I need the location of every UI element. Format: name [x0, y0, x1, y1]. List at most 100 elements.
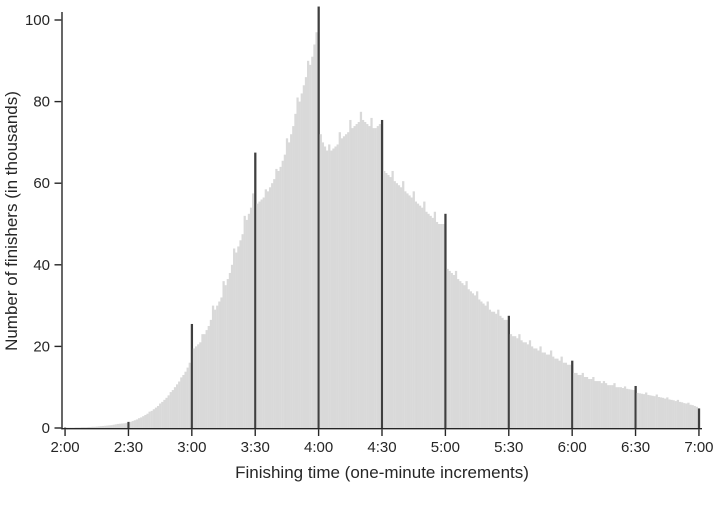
- histogram-bar: [115, 424, 117, 428]
- histogram-bar: [573, 373, 575, 428]
- histogram-bar: [189, 363, 191, 428]
- histogram-bar: [178, 381, 180, 428]
- histogram-bar: [643, 394, 645, 428]
- histogram-bar: [149, 412, 151, 428]
- histogram-bar: [620, 387, 622, 428]
- x-tick-label: 5:30: [494, 439, 523, 456]
- histogram-bar: [451, 273, 453, 428]
- histogram-bar: [136, 419, 138, 428]
- histogram-bar: [427, 214, 429, 428]
- histogram-bar: [666, 397, 668, 428]
- histogram-bar: [465, 281, 467, 428]
- histogram-bar: [618, 387, 620, 428]
- histogram-bar: [609, 385, 611, 428]
- histogram-bar: [670, 400, 672, 428]
- histogram-bar: [413, 191, 415, 428]
- y-tick-label: 80: [33, 94, 50, 111]
- histogram-bar: [227, 279, 229, 428]
- histogram-bar: [586, 377, 588, 428]
- histogram-bar: [326, 151, 328, 428]
- histogram-bar: [216, 306, 218, 428]
- histogram-bar: [94, 427, 96, 428]
- histogram-bar: [339, 132, 341, 428]
- histogram-bar: [108, 425, 110, 428]
- histogram-bar: [592, 377, 594, 428]
- histogram-bar: [138, 418, 140, 428]
- histogram-bar: [461, 283, 463, 428]
- histogram-bar: [389, 177, 391, 428]
- histogram-bar: [121, 424, 123, 428]
- histogram-bar: [163, 400, 165, 428]
- histogram-bar: [599, 381, 601, 428]
- histogram-bar: [212, 306, 214, 428]
- histogram-bar: [512, 336, 514, 428]
- histogram-bar: [168, 395, 170, 428]
- histogram-bar: [590, 379, 592, 428]
- histogram-bar: [484, 306, 486, 428]
- x-tick-label: 3:00: [177, 439, 206, 456]
- histogram-bar: [577, 375, 579, 428]
- histogram-bar: [96, 427, 98, 428]
- histogram-bar: [252, 193, 254, 428]
- y-tick-label: 100: [25, 12, 50, 29]
- histogram-bar: [394, 181, 396, 428]
- histogram-bar: [626, 389, 628, 428]
- histogram-bar: [463, 285, 465, 428]
- histogram-bar: [313, 44, 315, 428]
- histogram-bar: [679, 402, 681, 428]
- histogram-bar: [398, 185, 400, 428]
- histogram-bar: [250, 208, 252, 428]
- histogram-bar: [218, 302, 220, 428]
- histogram-bar: [607, 385, 609, 428]
- histogram-bar: [102, 426, 104, 428]
- histogram-bar: [87, 427, 89, 428]
- histogram-bar: [172, 390, 174, 428]
- histogram-bar: [582, 373, 584, 428]
- histogram-bar: [294, 114, 296, 428]
- histogram-bar-round-number-spike: [635, 386, 637, 428]
- histogram-bar: [368, 126, 370, 428]
- x-tick-label: 6:30: [621, 439, 650, 456]
- histogram-bar: [535, 348, 537, 428]
- histogram-bar: [201, 334, 203, 428]
- histogram-bar: [468, 289, 470, 428]
- histogram-bar: [79, 427, 81, 428]
- histogram-bar: [628, 389, 630, 428]
- histogram-bar: [440, 224, 442, 428]
- histogram-bar: [170, 392, 172, 428]
- histogram-bar: [580, 375, 582, 428]
- x-tick-label: 6:00: [558, 439, 587, 456]
- histogram-bar: [210, 320, 212, 428]
- histogram-bar: [305, 77, 307, 428]
- histogram-bar: [645, 393, 647, 429]
- histogram-bar: [692, 405, 694, 428]
- histogram-bar: [366, 124, 368, 428]
- histogram-bar: [539, 346, 541, 428]
- x-tick-label: 2:30: [114, 439, 143, 456]
- histogram-bar: [337, 144, 339, 428]
- histogram-bar: [311, 57, 313, 428]
- histogram-bar: [140, 417, 142, 428]
- histogram-bar: [491, 312, 493, 428]
- histogram-bar: [290, 134, 292, 428]
- histogram-bar: [197, 344, 199, 428]
- histogram-bar: [157, 406, 159, 428]
- histogram-bar: [425, 212, 427, 428]
- histogram-bar: [214, 310, 216, 428]
- histogram-bar: [569, 365, 571, 428]
- histogram-bar: [649, 395, 651, 428]
- histogram-bar: [493, 312, 495, 428]
- histogram-bar: [675, 401, 677, 428]
- histogram-bar: [677, 400, 679, 428]
- histogram-bar: [256, 204, 258, 428]
- x-tick-label: 4:00: [304, 439, 333, 456]
- histogram-bar: [527, 344, 529, 428]
- x-tick-label: 3:30: [241, 439, 270, 456]
- histogram-bar: [303, 85, 305, 428]
- histogram-bar: [432, 218, 434, 428]
- histogram-bar: [453, 275, 455, 428]
- histogram-bar: [662, 398, 664, 428]
- histogram-bar-round-number-spike: [381, 120, 383, 428]
- histogram-bar: [237, 246, 239, 428]
- histogram-bar: [187, 368, 189, 428]
